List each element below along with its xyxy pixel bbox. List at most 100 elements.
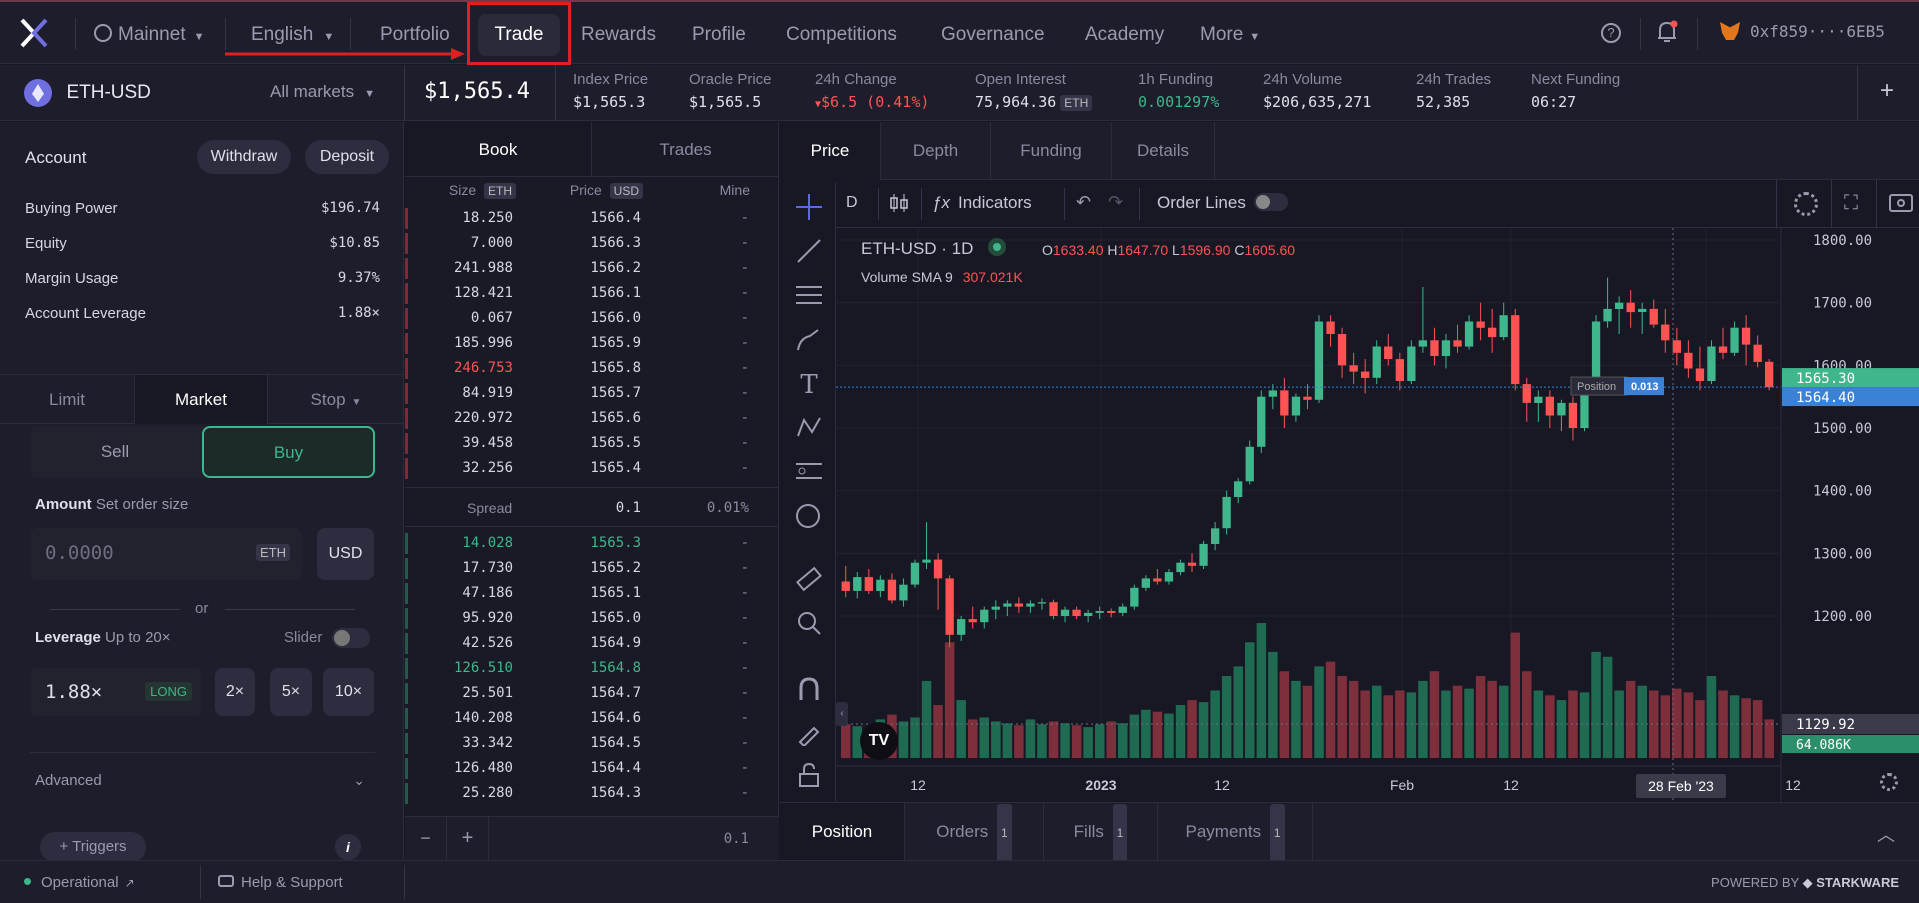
text-tool-icon[interactable]: T [800, 370, 818, 400]
camera-icon[interactable] [1889, 194, 1913, 212]
language-selector[interactable]: English ▼ [251, 24, 335, 45]
divider-or: or [50, 600, 355, 620]
tab-position[interactable]: Position [780, 803, 905, 860]
ask-row[interactable]: 7.000 1566.3- [405, 231, 779, 256]
redo-icon[interactable]: ↷ [1108, 192, 1124, 212]
all-markets-dropdown[interactable]: All markets ▼ [270, 82, 375, 101]
crosshair-icon[interactable] [796, 194, 822, 220]
wallet-button[interactable]: 0xf859····6EB5 [1720, 22, 1885, 42]
brush-icon[interactable] [796, 326, 822, 352]
help-icon[interactable]: ? [1601, 23, 1621, 43]
y-tick-label: 1300.00 [1813, 546, 1872, 562]
tab-funding[interactable]: Funding [991, 122, 1112, 180]
undo-icon[interactable]: ↶ [1076, 192, 1092, 212]
indicators-button[interactable]: ƒx Indicators [932, 193, 1032, 212]
bid-row[interactable]: 42.526 1564.9- [405, 631, 779, 656]
ask-row[interactable]: 39.458 1565.5- [405, 431, 779, 456]
bid-row[interactable]: 14.028 1565.3- [405, 531, 779, 556]
magnet-icon[interactable] [796, 676, 822, 702]
volume-bar [1337, 676, 1347, 758]
horizontal-lines-icon[interactable] [796, 282, 822, 308]
settings-gear-icon[interactable] [1794, 192, 1818, 216]
sell-button[interactable]: Sell [100, 442, 130, 461]
zoom-in-button[interactable]: + [447, 817, 489, 860]
dydx-logo-icon[interactable] [20, 16, 48, 50]
tab-stop[interactable]: Stop ▼ [310, 390, 362, 409]
leverage-5x-button[interactable]: 5× [270, 668, 312, 716]
nav-rewards[interactable]: Rewards [581, 24, 656, 45]
tab-price[interactable]: Price [780, 122, 881, 180]
ruler-icon[interactable] [795, 566, 823, 592]
chevron-up-icon[interactable]: ︿ [1877, 825, 1895, 845]
ask-row[interactable]: 0.067 1566.0- [405, 306, 779, 331]
nav-trade[interactable]: Trade [478, 14, 560, 56]
tab-orders[interactable]: Orders 1 [905, 803, 1044, 863]
bid-row[interactable]: 126.480 1564.4- [405, 756, 779, 781]
bid-row[interactable]: 33.342 1564.5- [405, 731, 779, 756]
ask-row[interactable]: 84.919 1565.7- [405, 381, 779, 406]
tab-trades[interactable]: Trades [591, 122, 779, 177]
market-selector[interactable]: ETH-USD [24, 79, 151, 107]
ask-row[interactable]: 18.250 1566.4- [405, 206, 779, 231]
leverage-2x-button[interactable]: 2× [215, 668, 255, 716]
bid-row[interactable]: 47.186 1565.1- [405, 581, 779, 606]
network-selector[interactable]: Mainnet ▼ [94, 24, 205, 46]
unlock-icon[interactable] [796, 762, 822, 788]
expand-plus-button[interactable]: + [1880, 77, 1895, 104]
candlestick-chart[interactable]: 1800.001700.001600.001500.001400.001300.… [836, 228, 1919, 802]
tab-fills[interactable]: Fills 1 [1044, 803, 1158, 863]
bid-row[interactable]: 126.510 1564.8- [405, 656, 779, 681]
zoom-out-button[interactable]: − [405, 817, 447, 860]
candle-type-icon[interactable] [888, 192, 910, 214]
lock-drawing-icon[interactable] [796, 720, 822, 748]
usd-toggle-button[interactable]: USD [317, 528, 374, 580]
ask-row[interactable]: 32.256 1565.4- [405, 456, 779, 481]
chart-tabs: Price Depth Funding Details [780, 122, 1919, 180]
slider-toggle[interactable] [332, 628, 370, 648]
bid-row[interactable]: 95.920 1565.0- [405, 606, 779, 631]
bid-row[interactable]: 25.280 1564.3- [405, 781, 779, 806]
tab-payments[interactable]: Payments 1 [1158, 803, 1313, 863]
ask-row[interactable]: 185.996 1565.9- [405, 331, 779, 356]
deposit-button[interactable]: Deposit [305, 140, 389, 174]
notification-bell-icon[interactable] [1656, 20, 1678, 44]
forecast-icon[interactable] [796, 458, 822, 484]
triggers-button[interactable]: + Triggers [40, 832, 146, 862]
interval-button[interactable]: D [846, 194, 858, 211]
bid-row[interactable]: 25.501 1564.7- [405, 681, 779, 706]
tab-details[interactable]: Details [1112, 122, 1215, 180]
buy-button[interactable]: Buy [202, 426, 375, 478]
bid-row[interactable]: 140.208 1564.6- [405, 706, 779, 731]
leverage-input[interactable]: 1.88× LONG [30, 668, 202, 716]
nav-profile[interactable]: Profile [692, 24, 746, 45]
help-support-link[interactable]: Help & Support [218, 874, 343, 891]
ask-row[interactable]: 246.753 1565.8- [405, 356, 779, 381]
tab-limit[interactable]: Limit [49, 390, 85, 409]
chart-settings-icon[interactable] [1880, 773, 1898, 791]
ask-row[interactable]: 241.988 1566.2- [405, 256, 779, 281]
advanced-toggle[interactable]: Advanced ⌄ [35, 772, 365, 789]
ask-row[interactable]: 220.972 1565.6- [405, 406, 779, 431]
zoom-icon[interactable] [796, 610, 822, 636]
pattern-icon[interactable] [796, 414, 822, 440]
nav-competitions[interactable]: Competitions [786, 24, 897, 45]
tab-market[interactable]: Market [134, 375, 268, 424]
trend-line-icon[interactable] [796, 238, 822, 264]
collapse-toolbar-icon[interactable]: ‹ [836, 702, 848, 726]
nav-more[interactable]: More ▼ [1200, 24, 1261, 45]
bid-row[interactable]: 17.730 1565.2- [405, 556, 779, 581]
nav-portfolio[interactable]: Portfolio [380, 24, 450, 45]
nav-governance[interactable]: Governance [941, 24, 1045, 45]
emoji-icon[interactable] [796, 504, 820, 528]
withdraw-button[interactable]: Withdraw [197, 140, 291, 174]
order-lines-toggle[interactable]: Order Lines [1157, 193, 1288, 213]
ask-row[interactable]: 128.421 1566.1- [405, 281, 779, 306]
tab-book[interactable]: Book [405, 122, 591, 177]
nav-academy[interactable]: Academy [1085, 24, 1165, 45]
tab-depth[interactable]: Depth [881, 122, 991, 180]
amount-input[interactable]: 0.0000 ETH [30, 528, 302, 580]
fullscreen-icon[interactable]: ⛶ [1844, 192, 1858, 214]
info-icon[interactable]: i [335, 834, 361, 860]
status-operational-link[interactable]: Operational ↗ [24, 874, 135, 891]
leverage-10x-button[interactable]: 10× [323, 668, 374, 716]
